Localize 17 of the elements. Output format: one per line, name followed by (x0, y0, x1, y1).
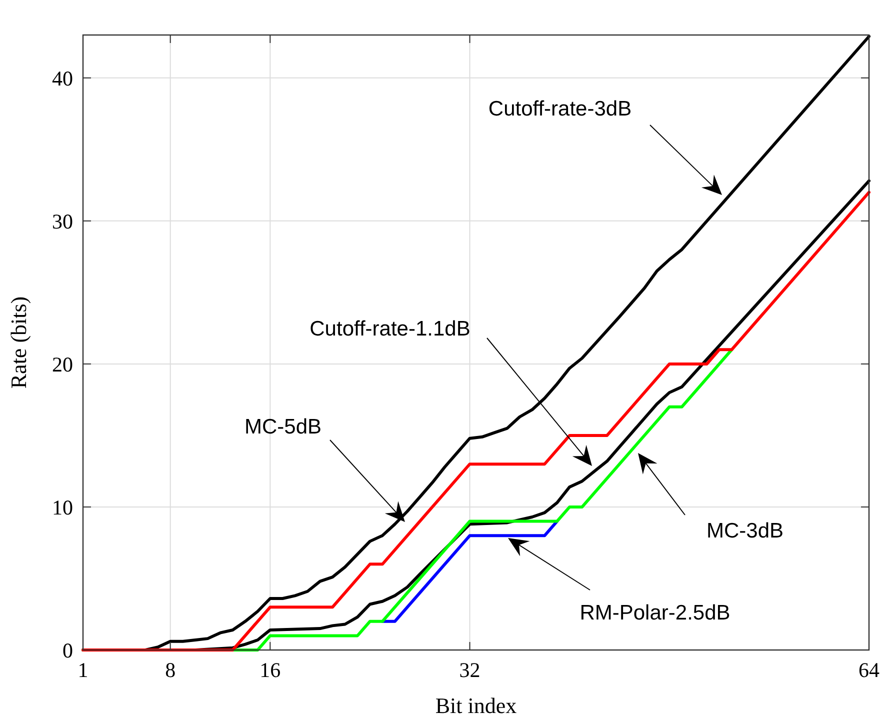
annotation: Cutoff-rate-1.1dB (310, 317, 470, 340)
x-tick-label: 1 (78, 658, 88, 682)
y-tick-label: 30 (52, 209, 73, 234)
y-tick-label: 20 (52, 352, 73, 376)
annotation: Cutoff-rate-3dB (488, 97, 632, 120)
x-axis-title: Bit index (435, 693, 517, 718)
x-tick-label: 8 (165, 658, 176, 682)
x-tick-label: 16 (260, 658, 281, 682)
y-axis-title: Rate (bits) (6, 296, 31, 389)
x-tick-label: 32 (459, 658, 480, 682)
annotation: MC-5dB (244, 415, 322, 438)
y-tick-label: 40 (52, 66, 73, 90)
y-tick-label: 0 (62, 638, 73, 662)
y-tick-label: 10 (52, 495, 73, 520)
annotation: MC-3dB (706, 519, 784, 542)
x-tick-label: 64 (858, 658, 880, 682)
annotation: RM-Polar-2.5dB (580, 601, 730, 624)
